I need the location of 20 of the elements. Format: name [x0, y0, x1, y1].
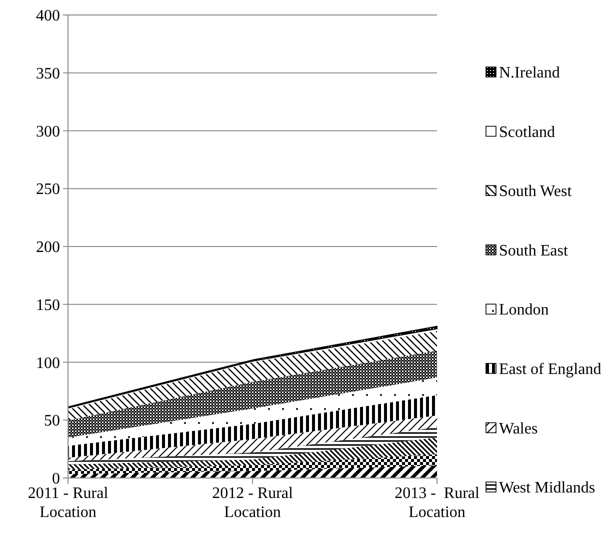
x-tick-label: 2011 - Rural Location — [28, 485, 109, 521]
legend-label: Wales — [499, 420, 538, 438]
y-tick-label: 50 — [44, 412, 60, 430]
x-tick-label: 2013 - Rural Location — [394, 485, 480, 521]
y-tick-label: 150 — [36, 296, 60, 314]
legend-label: West Midlands — [499, 480, 596, 497]
y-tick-label: 350 — [36, 65, 60, 82]
legend-label: East of England — [499, 361, 602, 378]
legend-label: N.Ireland — [499, 64, 560, 82]
legend-label: Scotland — [499, 124, 555, 141]
x-tick-label: 2012 - Rural Location — [212, 485, 294, 521]
y-tick-label: 0 — [52, 470, 60, 488]
y-tick-label: 300 — [36, 123, 60, 140]
legend-label: London — [499, 302, 549, 319]
y-tick-label: 200 — [36, 239, 60, 256]
legend-label: South East — [499, 242, 568, 260]
y-tick-label: 100 — [36, 354, 60, 372]
legend-label: South West — [499, 183, 572, 200]
y-tick-label: 250 — [36, 181, 60, 198]
y-tick-label: 400 — [36, 8, 60, 25]
